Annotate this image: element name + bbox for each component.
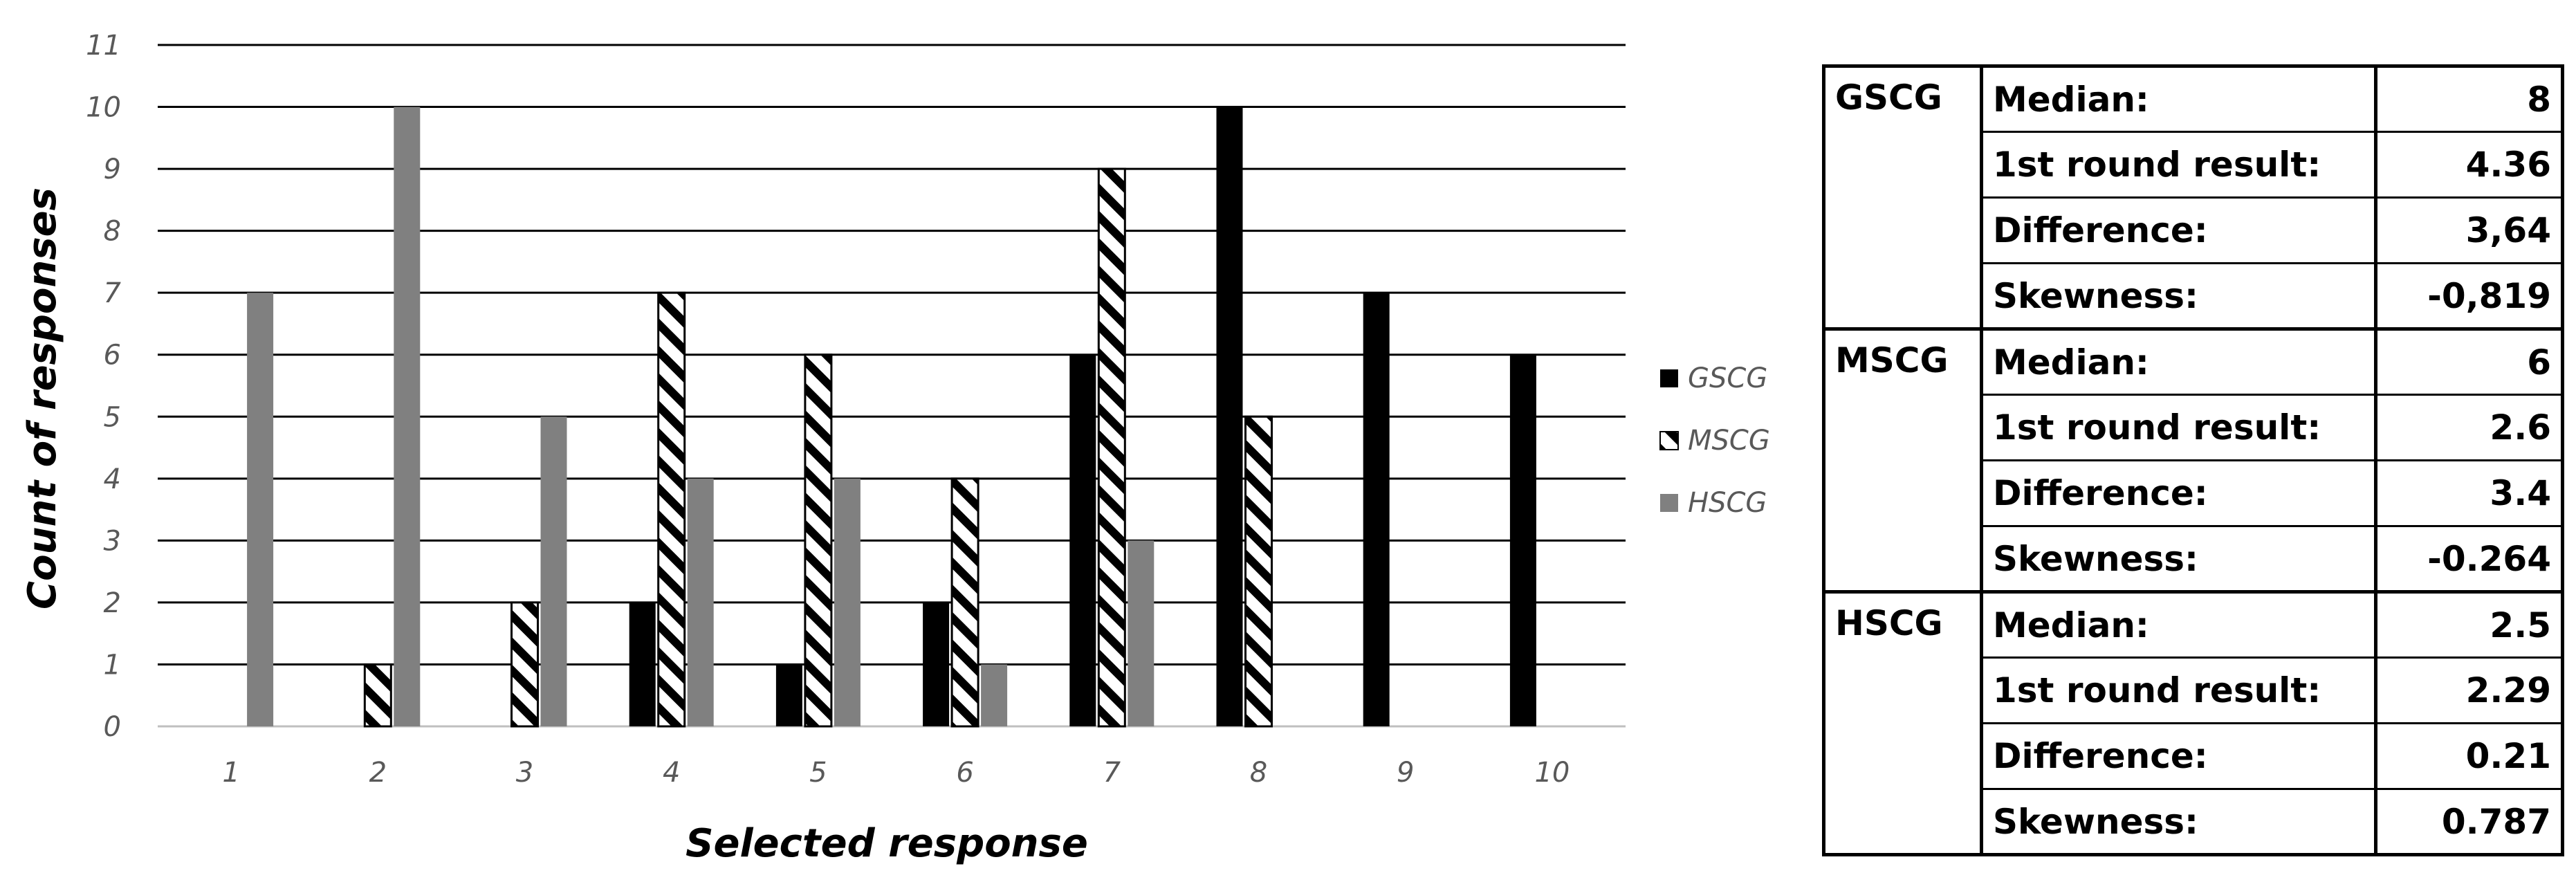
x-tick-label: 4 — [663, 757, 680, 789]
stat-label: 1st round result: — [1981, 394, 2377, 461]
bar-hscg — [540, 416, 567, 726]
bar-hscg — [1128, 540, 1154, 726]
stats-row: Skewness: -0,819 — [1824, 263, 2563, 331]
group-name: HSCG — [1823, 591, 1983, 856]
x-tick-label: 7 — [1103, 757, 1121, 789]
stats-row: MSCG Median: 6 — [1823, 329, 2563, 594]
stat-value: -0,819 — [2375, 263, 2563, 331]
stat-label: 1st round result: — [1981, 657, 2377, 724]
bar-mscg — [657, 291, 686, 728]
legend-label-gscg: GSCG — [1688, 362, 1767, 394]
stat-value: 8 — [2375, 66, 2563, 133]
y-tick-label: 8 — [104, 216, 121, 248]
bar-hscg — [247, 293, 274, 726]
stat-value: 4.36 — [2375, 131, 2563, 199]
stat-label: Skewness: — [1981, 789, 2377, 856]
stats-row: Skewness: -0.264 — [1824, 526, 2563, 594]
stat-label: Median: — [1981, 329, 2377, 396]
x-tick-label: 2 — [369, 757, 387, 789]
stat-label: Difference: — [1981, 723, 2377, 790]
stat-value: 3,64 — [2375, 197, 2563, 264]
stat-value: 6 — [2375, 329, 2563, 396]
y-tick-label: 9 — [104, 154, 121, 185]
legend-swatch-hscg — [1660, 494, 1678, 512]
y-tick-label: 11 — [86, 30, 121, 62]
statistics-table: GSCG Median: 8 1st round result: 4.36 Differe… — [1822, 64, 2564, 856]
y-tick-label: 7 — [104, 277, 122, 309]
gridlines — [158, 44, 1626, 728]
stat-label: 1st round result: — [1981, 131, 2377, 199]
stats-row: 1st round result: 4.36 — [1824, 131, 2563, 199]
stat-label: Difference: — [1981, 460, 2377, 527]
stats-row: Difference: 0.21 — [1824, 723, 2563, 790]
legend-label-hscg: HSCG — [1688, 487, 1767, 519]
stat-label: Median: — [1981, 66, 2377, 133]
bar-gscg — [1363, 293, 1390, 726]
y-tick-labels: 0 1 2 3 4 5 6 7 8 9 10 11 — [86, 30, 121, 743]
bar-mscg — [363, 663, 392, 728]
stat-label: Skewness: — [1981, 263, 2377, 331]
y-tick-label: 3 — [104, 525, 121, 557]
y-tick-label: 1 — [104, 649, 121, 681]
y-tick-label: 10 — [86, 92, 121, 124]
stats-row: 1st round result: 2.29 — [1824, 657, 2563, 724]
bar-gscg — [1216, 107, 1243, 726]
bar-gscg — [775, 664, 802, 726]
bar-mscg — [1244, 415, 1273, 728]
bar-hscg — [834, 478, 861, 726]
stats-row: Skewness: 0.787 — [1824, 789, 2563, 856]
bar-mscg — [804, 353, 833, 728]
group-name: MSCG — [1823, 329, 1983, 594]
bar-hscg — [394, 107, 421, 726]
stats-row: HSCG Median: 2.5 — [1823, 591, 2563, 856]
x-tick-label: 10 — [1534, 757, 1570, 789]
x-tick-label: 5 — [809, 757, 827, 789]
stat-value: 2.29 — [2375, 657, 2563, 724]
x-axis-title: Selected response — [686, 821, 1088, 866]
stat-value: -0.264 — [2375, 526, 2563, 594]
y-tick-label: 6 — [104, 340, 121, 371]
stats-row: Difference: 3.4 — [1824, 460, 2563, 527]
stats-row: GSCG Median: 8 — [1823, 66, 2563, 331]
stat-value: 0.787 — [2375, 789, 2563, 856]
group-name: GSCG — [1823, 66, 1983, 331]
stats-row: Difference: 3,64 — [1824, 197, 2563, 264]
bar-hscg — [981, 664, 1008, 726]
legend-label-mscg: MSCG — [1688, 425, 1770, 457]
stat-label: Skewness: — [1981, 526, 2377, 594]
y-axis-title: Count of responses — [20, 187, 65, 609]
stat-label: Median: — [1981, 591, 2377, 659]
bar-hscg — [687, 478, 714, 726]
bar-mscg — [950, 477, 979, 728]
x-tick-label: 1 — [222, 757, 239, 789]
x-tick-label: 3 — [516, 757, 533, 789]
stat-value: 2.6 — [2375, 394, 2563, 461]
y-tick-label: 4 — [104, 463, 121, 495]
stats-row: 1st round result: 2.6 — [1824, 394, 2563, 461]
x-tick-labels: 1 2 3 4 5 6 7 8 9 10 — [222, 757, 1570, 789]
legend: GSCG MSCG HSCG — [1659, 362, 1770, 519]
y-tick-label: 0 — [104, 711, 121, 743]
bar-gscg — [1509, 354, 1536, 726]
x-tick-label: 8 — [1250, 757, 1267, 789]
bar-gscg — [923, 602, 950, 726]
legend-swatch-mscg — [1659, 431, 1679, 450]
y-tick-label: 5 — [104, 401, 121, 433]
stat-value: 0.21 — [2375, 723, 2563, 790]
legend-swatch-gscg — [1660, 369, 1678, 387]
bar-gscg — [1069, 354, 1096, 726]
stat-value: 2.5 — [2375, 591, 2563, 659]
bar-gscg — [629, 602, 656, 726]
bar-mscg — [1097, 167, 1126, 728]
x-tick-label: 6 — [956, 757, 973, 789]
y-tick-label: 2 — [104, 587, 121, 619]
stat-value: 3.4 — [2375, 460, 2563, 527]
bar-mscg — [510, 601, 539, 728]
stat-label: Difference: — [1981, 197, 2377, 264]
bars — [247, 107, 1536, 728]
x-tick-label: 9 — [1397, 757, 1414, 789]
